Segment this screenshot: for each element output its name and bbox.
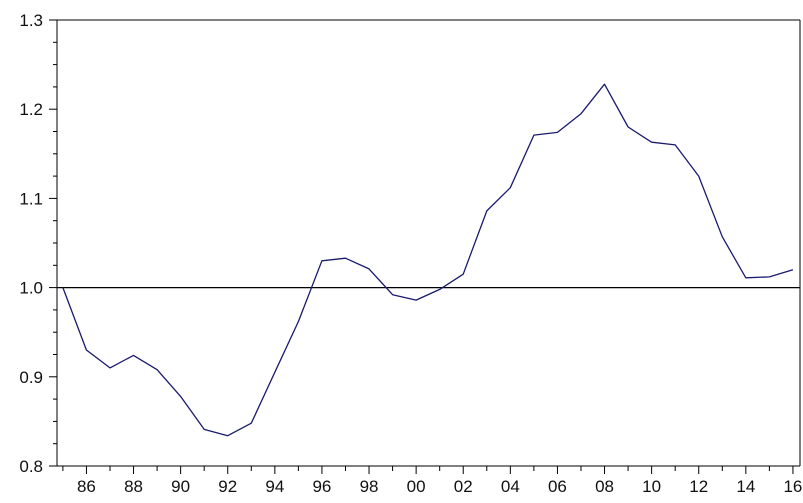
x-tick-label: 00: [407, 477, 426, 496]
y-tick-label: 1.0: [19, 279, 43, 298]
x-tick-label: 08: [595, 477, 614, 496]
x-tick-label: 02: [454, 477, 473, 496]
x-tick-label: 94: [265, 477, 284, 496]
x-tick-label: 06: [548, 477, 567, 496]
x-tick-label: 96: [312, 477, 331, 496]
x-tick-label: 92: [218, 477, 237, 496]
x-tick-label: 16: [783, 477, 802, 496]
plot-frame: [56, 19, 801, 467]
x-tick-label: 12: [689, 477, 708, 496]
y-axis: 0.8 0.9 1.0 1.1 1.2 1.3: [19, 11, 57, 476]
y-tick-label: 1.1: [19, 189, 43, 208]
x-tick-label: 86: [77, 477, 96, 496]
x-tick-label: 98: [360, 477, 379, 496]
y-tick-label: 0.9: [19, 368, 43, 387]
x-axis: 86 88 90 92 94 96 98 00 02 04 06 08 10 12 14 16: [62, 466, 802, 496]
x-tick-label: 88: [124, 477, 143, 496]
y-tick-label: 1.3: [19, 11, 43, 30]
x-tick-label: 14: [736, 477, 755, 496]
series-line: [62, 83, 794, 437]
x-tick-label: 04: [501, 477, 520, 496]
y-tick-label: 1.2: [19, 100, 43, 119]
series-layer: [62, 83, 794, 437]
x-tick-label: 90: [171, 477, 190, 496]
y-tick-label: 0.8: [19, 457, 43, 476]
x-tick-label: 10: [642, 477, 661, 496]
